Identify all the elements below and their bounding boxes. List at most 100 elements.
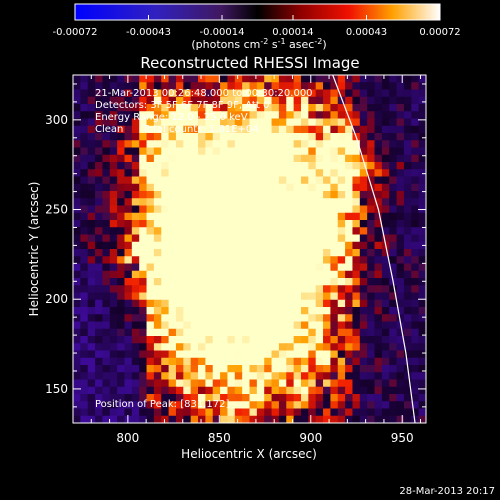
heatmap-cell — [256, 343, 265, 352]
heatmap-cell — [190, 307, 199, 315]
heatmap-cell — [256, 408, 265, 417]
heatmap-cell — [286, 256, 295, 265]
heatmap-cell — [359, 176, 368, 185]
heatmap-cell — [168, 343, 177, 352]
heatmap-cell — [286, 241, 295, 250]
heatmap-cell — [249, 336, 258, 344]
heatmap-cell — [87, 169, 96, 178]
heatmap-cell — [249, 401, 258, 410]
heatmap-cell — [175, 241, 184, 250]
heatmap-cell — [139, 111, 148, 120]
x-tick-label: 900 — [299, 431, 322, 445]
heatmap-cell — [139, 227, 148, 236]
heatmap-cell — [418, 415, 426, 423]
heatmap-cell — [389, 111, 398, 120]
heatmap-cell — [205, 89, 214, 98]
heatmap-cell — [330, 415, 339, 423]
heatmap-cell — [411, 307, 420, 315]
heatmap-cell — [315, 336, 324, 344]
heatmap-cell — [131, 249, 140, 257]
heatmap-cell — [242, 408, 251, 417]
heatmap-cell — [323, 227, 331, 236]
heatmap-cell — [146, 256, 155, 265]
heatmap-cell — [146, 75, 155, 83]
heatmap-cell — [286, 169, 295, 178]
heatmap-cell — [411, 96, 420, 105]
heatmap-cell — [403, 357, 412, 366]
heatmap-cell — [359, 357, 368, 366]
heatmap-cell — [381, 394, 390, 402]
heatmap-cell — [337, 314, 346, 323]
heatmap-cell — [374, 285, 383, 294]
heatmap-cell — [300, 350, 309, 359]
heatmap-cell — [359, 183, 368, 192]
heatmap-cell — [337, 220, 346, 228]
heatmap-cell — [389, 401, 398, 410]
heatmap-cell — [220, 292, 229, 301]
heatmap-cell — [131, 336, 140, 344]
heatmap-cell — [117, 307, 126, 315]
heatmap-cell — [227, 169, 236, 178]
heatmap-cell — [345, 415, 354, 423]
heatmap-cell — [102, 343, 111, 352]
heatmap-cell — [286, 292, 295, 301]
heatmap-cell — [323, 314, 331, 323]
heatmap-cell — [80, 336, 89, 344]
heatmap-cell — [205, 372, 214, 381]
heatmap-cell — [315, 212, 324, 221]
heatmap-cell — [212, 118, 221, 127]
heatmap-cell — [293, 379, 302, 388]
heatmap-cell — [389, 350, 398, 359]
heatmap-cell — [234, 154, 243, 163]
heatmap-cell — [381, 154, 390, 163]
heatmap-cell — [212, 321, 221, 330]
heatmap-cell — [102, 162, 111, 170]
heatmap-cell — [102, 386, 111, 395]
heatmap-cell — [337, 292, 346, 301]
heatmap-cell — [396, 256, 405, 265]
heatmap-cell — [249, 394, 258, 402]
heatmap-cell — [131, 321, 140, 330]
heatmap-cell — [396, 408, 405, 417]
heatmap-cell — [131, 270, 140, 279]
heatmap-cell — [242, 299, 251, 308]
heatmap-cell — [396, 394, 405, 402]
heatmap-cell — [190, 220, 199, 228]
heatmap-cell — [102, 408, 111, 417]
heatmap-cell — [109, 401, 118, 410]
heatmap-cell — [139, 263, 148, 272]
heatmap-cell — [345, 321, 354, 330]
heatmap-cell — [87, 386, 96, 395]
heatmap-cell — [175, 234, 184, 243]
heatmap-cell — [256, 220, 265, 228]
heatmap-cell — [153, 183, 162, 192]
heatmap-cell — [153, 321, 162, 330]
heatmap-cell — [95, 328, 104, 337]
heatmap-cell — [124, 89, 133, 98]
heatmap-cell — [308, 415, 317, 423]
heatmap-cell — [389, 314, 398, 323]
heatmap-cell — [73, 75, 81, 83]
heatmap-cell — [139, 169, 148, 178]
heatmap-cell — [131, 205, 140, 214]
heatmap-cell — [264, 343, 273, 352]
heatmap-cell — [396, 365, 405, 373]
heatmap-cell — [102, 321, 111, 330]
heatmap-cell — [418, 198, 426, 207]
heatmap-cell — [367, 415, 376, 423]
heatmap-cell — [146, 111, 155, 120]
heatmap-cell — [146, 147, 155, 156]
heatmap-cell — [374, 415, 383, 423]
heatmap-cell — [153, 191, 162, 199]
heatmap-cell — [411, 270, 420, 279]
heatmap-cell — [345, 104, 354, 112]
heatmap-cell — [249, 111, 258, 120]
heatmap-cell — [345, 299, 354, 308]
heatmap-cell — [308, 357, 317, 366]
heatmap-cell — [212, 292, 221, 301]
heatmap-cell — [153, 220, 162, 228]
heatmap-cell — [300, 154, 309, 163]
heatmap-cell — [131, 234, 140, 243]
heatmap-cell — [286, 82, 295, 91]
heatmap-cell — [161, 365, 170, 373]
